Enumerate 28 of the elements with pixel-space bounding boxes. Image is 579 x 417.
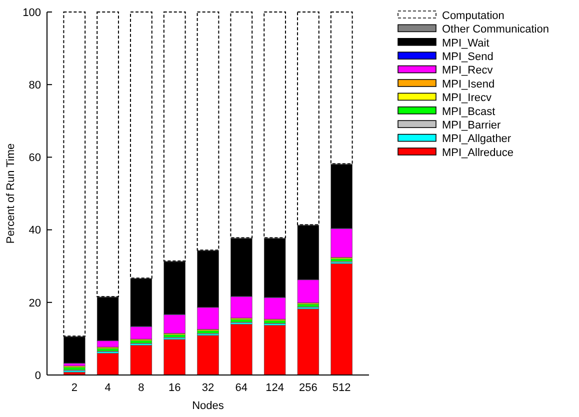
y-tick-label: 100 xyxy=(22,6,41,19)
y-tick-label: 40 xyxy=(28,224,41,237)
x-axis-title: Nodes xyxy=(192,400,224,412)
legend-label: Other Communication xyxy=(442,24,549,36)
x-tick-label: 64 xyxy=(235,382,248,394)
legend-label: MPI_Allreduce xyxy=(442,146,514,159)
x-tick-label: 512 xyxy=(332,382,351,394)
x-tick-label: 32 xyxy=(202,382,214,394)
y-tick-label: 80 xyxy=(28,79,41,92)
y-tick-label: 20 xyxy=(28,297,41,310)
legend-label: MPI_Barrier xyxy=(442,119,502,132)
x-tick-label: 2 xyxy=(71,382,78,394)
legend-label: MPI_Send xyxy=(442,50,494,63)
legend-label: MPI_Irecv xyxy=(442,92,492,104)
x-tick-label: 124 xyxy=(266,382,284,394)
x-tick-label: 4 xyxy=(104,382,111,394)
legend-label: MPI_Allgather xyxy=(442,133,512,146)
y-tick-label: 0 xyxy=(34,370,41,382)
legend-label: MPI_Wait xyxy=(442,37,490,50)
legend-label: MPI_Recv xyxy=(442,64,494,77)
legend-label: MPI_Bcast xyxy=(442,106,496,118)
y-axis-title: Percent of Run Time xyxy=(5,143,17,244)
x-tick-label: 8 xyxy=(138,382,144,394)
legend-label: MPI_Isend xyxy=(442,78,495,90)
legend-label: Computation xyxy=(442,10,504,22)
x-tick-label: 16 xyxy=(168,382,181,394)
x-tick-label: 256 xyxy=(299,382,318,394)
y-tick-label: 60 xyxy=(28,152,41,164)
